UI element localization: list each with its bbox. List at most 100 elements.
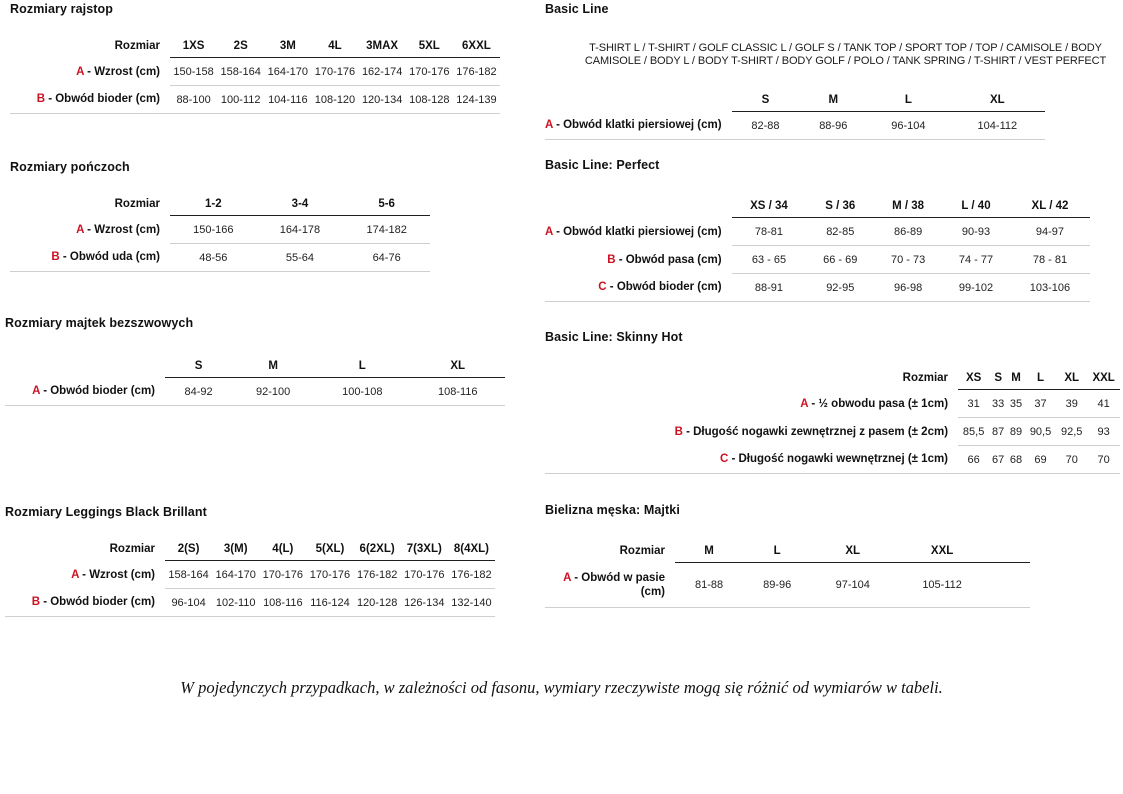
cell: 82-88	[731, 111, 800, 140]
table-body: A - Wzrost (cm) 150-158 158-164 164-170 …	[10, 57, 500, 114]
row-label-text: - Obwód uda (cm)	[59, 251, 160, 264]
table-head: Rozmiar 2(S) 3(M) 4(L) 5(XL) 6(2XL) 7(3X…	[5, 543, 495, 561]
cell: 41	[1087, 389, 1120, 418]
col-header-blank	[5, 360, 165, 378]
cell: 74 - 77	[942, 245, 1010, 274]
cell: 78-81	[731, 217, 807, 246]
row-letter: A	[76, 65, 84, 78]
col-header-1: 3(M)	[212, 543, 260, 561]
row-label: B - Długość nogawki zewnętrznej z pasem …	[545, 418, 958, 446]
cell: 120-134	[358, 85, 406, 114]
table-row: A - ½ obwodu pasa (± 1cm) 31 33 35 37 39…	[545, 389, 1120, 418]
row-label: C - Długość nogawki wewnętrznej (± 1cm)	[545, 445, 959, 474]
section-title-leggings: Rozmiary Leggings Black Brillant	[5, 505, 207, 519]
basic-line-product-list: T-SHIRT L / T-SHIRT / GOLF CLASSIC L / G…	[584, 42, 1107, 67]
row-letter: A	[545, 225, 553, 238]
cell: 150-166	[170, 215, 257, 244]
table-body: A - Wzrost (cm) 158-164 164-170 170-176 …	[5, 560, 495, 617]
cell: 104-112	[949, 111, 1045, 140]
section-leggings: Rozmiary Leggings Black Brillant Rozmiar…	[5, 505, 535, 617]
col-header-4: XL / 42	[1009, 200, 1090, 218]
cell: 31	[958, 389, 990, 418]
cell-spacer	[990, 562, 1030, 608]
cell: 170-176	[259, 560, 307, 589]
row-label: A - Wzrost (cm)	[10, 216, 170, 244]
table-head: S M L XL	[5, 360, 505, 378]
cell: 105-112	[894, 562, 990, 608]
cell: 97-104	[811, 562, 895, 608]
cell: 82-85	[806, 217, 875, 246]
row-label: A - Wzrost (cm)	[5, 561, 165, 589]
cell: 132-140	[447, 588, 495, 617]
col-header-2: L	[867, 94, 950, 112]
row-letter: B	[36, 93, 45, 106]
row-label: A - Obwód bioder (cm)	[5, 377, 165, 406]
row-letter: A	[545, 119, 553, 132]
col-header-1: 3-4	[256, 198, 344, 216]
cell: 92-100	[232, 377, 315, 406]
row-letter: B	[607, 253, 616, 266]
cell: 94-97	[1009, 217, 1090, 246]
col-header-5: 5XL	[405, 40, 453, 58]
table-header-row: Rozmiar XS S M L XL XXL	[545, 372, 1120, 390]
col-header-3: XXL	[894, 545, 990, 563]
section-title-basic-line: Basic Line	[545, 2, 609, 16]
row-label-text: - Obwód bioder (cm)	[40, 596, 155, 609]
col-header-0: 1-2	[170, 198, 257, 216]
cell: 99-102	[942, 273, 1010, 302]
col-header-0: 2(S)	[165, 543, 213, 561]
section-rajstopy: Rozmiary rajstop Rozmiar 1XS 2S 3M 4L 3M…	[10, 2, 530, 114]
col-header-rozmiar: Rozmiar	[114, 198, 160, 211]
row-label-text: - Wzrost (cm)	[83, 223, 160, 236]
cell: 108-116	[410, 377, 505, 406]
col-header-2: XL	[811, 545, 895, 563]
row-letter: A	[71, 568, 79, 581]
row-letter: C	[598, 281, 607, 294]
cell: 104-116	[264, 85, 312, 114]
row-label: A - Wzrost (cm)	[10, 58, 170, 86]
cell: 70 - 73	[874, 245, 943, 274]
right-column: Basic Line T-SHIRT L / T-SHIRT / GOLF CL…	[540, 0, 1123, 660]
row-label-text: - Obwód bioder (cm)	[40, 385, 155, 398]
cell: 108-128	[405, 85, 453, 114]
cell: 88-96	[799, 111, 868, 140]
left-column: Rozmiary rajstop Rozmiar 1XS 2S 3M 4L 3M…	[0, 0, 540, 660]
col-header-2: 5-6	[343, 198, 430, 216]
col-header-0: 1XS	[170, 40, 218, 58]
row-letter: B	[51, 251, 60, 264]
table-row: A - Obwód bioder (cm) 84-92 92-100 100-1…	[5, 377, 505, 406]
row-label-text: - Długość nogawki wewnętrznej (± 1cm)	[728, 453, 949, 466]
cell: 103-106	[1009, 273, 1090, 302]
section-title-basic-line-skinny-hot: Basic Line: Skinny Hot	[545, 330, 683, 344]
row-letter: B	[31, 596, 40, 609]
table-bielizna-meska-majtki: Rozmiar M L XL XXL A - Obwód w pasie (cm…	[545, 545, 1030, 608]
row-label-text: - ½ obwodu pasa (± 1cm)	[808, 397, 949, 410]
table-row: A - Wzrost (cm) 150-166 164-178 174-182	[10, 215, 430, 244]
table-row: B - Obwód pasa (cm) 63 - 65 66 - 69 70 -…	[545, 245, 1090, 274]
col-header-4: 3MAX	[358, 40, 406, 58]
cell: 170-176	[405, 57, 453, 86]
table-ponczochy: Rozmiar 1-2 3-4 5-6 A - Wzrost (cm) 150-…	[10, 198, 430, 272]
table-head: S M L XL	[545, 94, 1045, 112]
section-basic-line-perfect: Basic Line: Perfect XS / 34 S / 36 M / 3…	[545, 158, 1123, 302]
cell: 162-174	[358, 57, 406, 86]
col-header-2: L	[314, 360, 411, 378]
col-header-4: 6(2XL)	[353, 543, 401, 561]
row-label: B - Obwód uda (cm)	[10, 243, 170, 272]
col-header-2: 4(L)	[259, 543, 307, 561]
col-header-3: 4L	[311, 40, 359, 58]
cell: 96-104	[165, 588, 213, 617]
cell: 33	[989, 389, 1008, 418]
table-row: B - Obwód bioder (cm) 88-100 100-112 104…	[10, 85, 500, 114]
row-label-text: - Obwód klatki piersiowej (cm)	[552, 119, 722, 132]
table-header-row: Rozmiar M L XL XXL	[545, 545, 1030, 563]
cell: 126-134	[400, 588, 448, 617]
col-header-1: L	[743, 545, 812, 563]
cell: 164-170	[264, 57, 312, 86]
table-row: B - Długość nogawki zewnętrznej z pasem …	[545, 417, 1120, 446]
col-header-2: M	[1007, 372, 1025, 390]
col-header-0: XS / 34	[731, 200, 807, 218]
cell: 37	[1024, 389, 1057, 418]
table-header-row: XS / 34 S / 36 M / 38 L / 40 XL / 42	[545, 200, 1090, 218]
section-title-majtki-bezszwowe: Rozmiary majtek bezszwowych	[5, 316, 194, 330]
